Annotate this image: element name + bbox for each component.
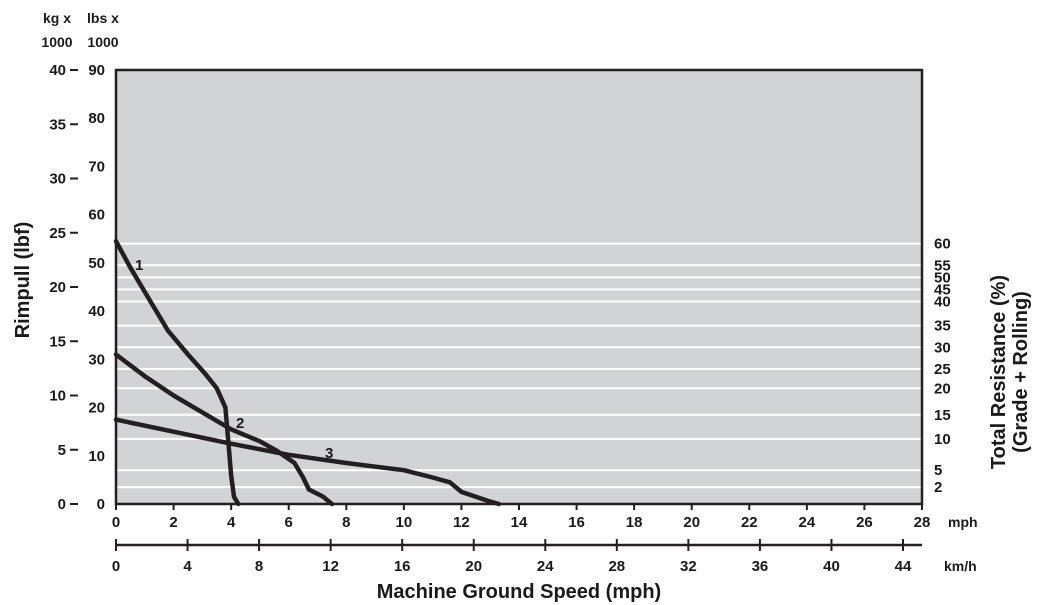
x-unit-label: mph xyxy=(948,514,978,530)
kg-header-line1: kg x xyxy=(43,10,71,26)
resistance-tick-label: 15 xyxy=(934,407,951,424)
kg-tick-label: 5 xyxy=(58,442,66,459)
x-tick-label: 6 xyxy=(285,514,293,531)
kg-tick-label: 35 xyxy=(49,116,66,133)
x-tick-label: 26 xyxy=(856,514,873,531)
y2-axis-title: Total Resistance (%) xyxy=(988,275,1010,469)
km-tick-label: 16 xyxy=(394,558,411,575)
x-tick-label: 20 xyxy=(683,514,700,531)
resistance-tick-label: 10 xyxy=(934,431,951,448)
lbs-tick-label: 0 xyxy=(97,496,105,513)
kg-tick-label: 0 xyxy=(58,496,66,513)
lbs-header-line2: 1000 xyxy=(87,34,118,50)
x-tick-label: 28 xyxy=(914,514,931,531)
series-layer xyxy=(113,238,502,507)
plot-layer xyxy=(70,68,924,551)
x-tick-label: 12 xyxy=(453,514,470,531)
plot-background xyxy=(116,70,922,504)
kg-header-line2: 1000 xyxy=(41,34,72,50)
kg-tick-label: 10 xyxy=(49,388,66,405)
resistance-tick-label: 35 xyxy=(934,318,951,335)
lbs-tick-label: 20 xyxy=(88,400,105,417)
kg-tick-label: 15 xyxy=(49,333,66,350)
resistance-tick-label: 40 xyxy=(934,293,951,310)
x-tick-label: 0 xyxy=(112,514,120,531)
km-tick-label: 44 xyxy=(895,558,912,575)
km-tick-label: 24 xyxy=(537,558,554,575)
series-label-2: 2 xyxy=(236,415,244,432)
resistance-tick-label: 5 xyxy=(934,462,942,479)
series-label-3: 3 xyxy=(325,445,333,462)
x-tick-label: 10 xyxy=(396,514,413,531)
resistance-tick-label: 45 xyxy=(934,281,951,298)
km-unit-label: km/h xyxy=(944,558,977,574)
x-tick-label: 22 xyxy=(741,514,758,531)
lbs-tick-label: 90 xyxy=(88,62,105,79)
resistance-tick-label: 25 xyxy=(934,361,951,378)
y-axis-title: Rimpull (lbf) xyxy=(12,222,34,339)
resistance-tick-label: 60 xyxy=(934,236,951,253)
series-line-1 xyxy=(113,238,241,507)
km-tick-label: 4 xyxy=(183,558,192,575)
lbs-tick-label: 40 xyxy=(88,303,105,320)
lbs-header-line1: lbs x xyxy=(87,10,119,26)
kg-tick-label: 40 xyxy=(49,62,66,79)
series-line-3 xyxy=(113,417,502,507)
kg-tick-label: 20 xyxy=(49,279,66,296)
lbs-tick-label: 10 xyxy=(88,448,105,465)
y2-axis-subtitle: (Grade + Rolling) xyxy=(1010,291,1032,453)
x-tick-label: 8 xyxy=(342,514,350,531)
x-axis-title: Machine Ground Speed (mph) xyxy=(377,581,661,603)
km-tick-label: 28 xyxy=(608,558,625,575)
km-tick-label: 12 xyxy=(322,558,339,575)
km-tick-label: 40 xyxy=(823,558,840,575)
resistance-tick-label: 20 xyxy=(934,380,951,397)
x-tick-label: 18 xyxy=(626,514,643,531)
x-tick-label: 14 xyxy=(511,514,528,531)
x-tick-label: 24 xyxy=(799,514,816,531)
series-label-1: 1 xyxy=(135,257,143,274)
lbs-tick-label: 80 xyxy=(88,110,105,127)
x-tick-label: 2 xyxy=(169,514,177,531)
lbs-tick-label: 60 xyxy=(88,207,105,224)
x-tick-label: 16 xyxy=(568,514,585,531)
resistance-tick-label: 30 xyxy=(934,339,951,356)
km-tick-label: 36 xyxy=(752,558,769,575)
km-tick-label: 32 xyxy=(680,558,697,575)
km-tick-label: 8 xyxy=(255,558,263,575)
lbs-tick-label: 70 xyxy=(88,158,105,175)
kg-tick-label: 30 xyxy=(49,171,66,188)
km-tick-label: 20 xyxy=(465,558,482,575)
lbs-tick-label: 50 xyxy=(88,255,105,272)
resistance-tick-label: 2 xyxy=(934,479,942,496)
series-line-2 xyxy=(113,352,335,507)
resistance-tick-label: 50 xyxy=(934,269,951,286)
km-tick-label: 0 xyxy=(112,558,120,575)
lbs-tick-label: 30 xyxy=(88,351,105,368)
kg-tick-label: 25 xyxy=(49,225,66,242)
x-tick-label: 4 xyxy=(227,514,236,531)
resistance-tick-label: 55 xyxy=(934,257,951,274)
